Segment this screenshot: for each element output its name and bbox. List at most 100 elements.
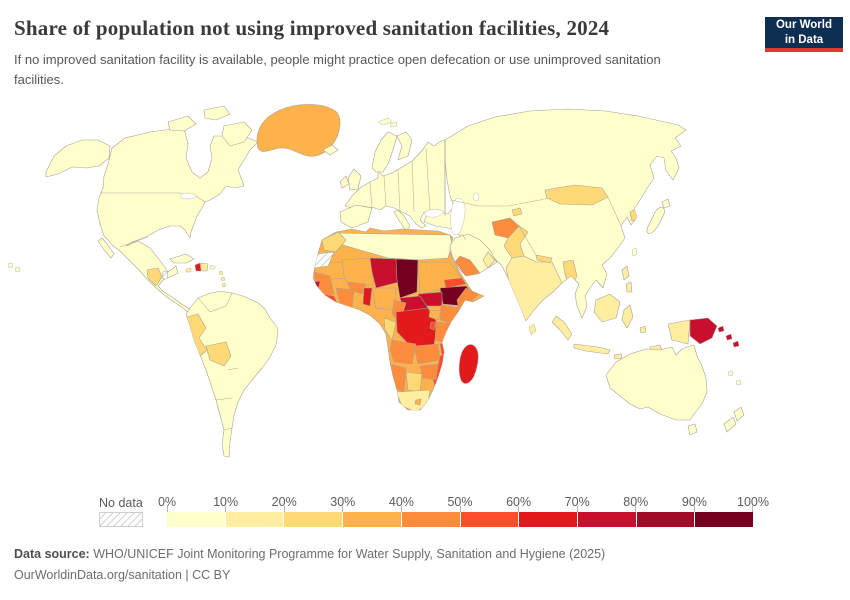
legend-tick-2: 20% <box>271 495 297 509</box>
legend-bin-2[interactable] <box>284 512 344 527</box>
country-finland[interactable] <box>396 131 413 161</box>
country-zambia[interactable] <box>413 343 441 365</box>
country-guatemala[interactable] <box>146 267 163 287</box>
no-data-swatch[interactable] <box>99 512 143 527</box>
country-philippines[interactable] <box>621 265 633 293</box>
legend-bin-5[interactable] <box>460 512 520 527</box>
country-nigeria[interactable] <box>371 287 397 311</box>
country-zimbabwe[interactable] <box>419 363 439 381</box>
country-tanzania[interactable] <box>434 321 455 345</box>
country-guinea-bissau[interactable] <box>313 280 321 288</box>
caspian-sea <box>450 198 466 235</box>
legend-tick-5: 50% <box>447 495 473 509</box>
country-uk[interactable] <box>347 168 362 191</box>
legend-tickmark <box>167 506 168 512</box>
country-south-africa[interactable] <box>395 389 431 412</box>
data-source-label: Data source: <box>14 547 90 561</box>
map-landmasses <box>7 104 745 458</box>
legend-tickmark <box>752 506 753 512</box>
country-burkina-faso[interactable] <box>347 281 367 295</box>
country-rwanda-burundi[interactable] <box>429 321 437 331</box>
country-togo-benin[interactable] <box>362 287 373 307</box>
country-chad[interactable] <box>395 258 419 299</box>
legend-bin-7[interactable] <box>577 512 637 527</box>
country-oman[interactable] <box>482 251 496 269</box>
country-papua-new-guinea[interactable] <box>689 317 718 345</box>
country-dominican-republic[interactable] <box>200 262 209 272</box>
country-india[interactable] <box>505 255 563 321</box>
country-morocco[interactable] <box>321 231 347 253</box>
arctic-islands[interactable] <box>167 105 253 147</box>
page-subtitle: If no improved sanitation facility is av… <box>14 52 661 87</box>
country-belize[interactable] <box>161 270 169 281</box>
country-ireland[interactable] <box>339 175 350 189</box>
country-jamaica[interactable] <box>185 267 192 273</box>
country-namibia[interactable] <box>389 363 407 393</box>
country-nepal[interactable] <box>535 254 553 264</box>
legend-color-scale[interactable] <box>167 512 754 527</box>
lesser-antilles[interactable] <box>218 270 227 288</box>
country-puerto-rico[interactable] <box>209 265 216 270</box>
legend-tick-9: 90% <box>681 495 707 509</box>
country-borders <box>100 140 622 431</box>
country-iberia[interactable] <box>339 204 373 229</box>
no-data-label: No data <box>99 496 143 510</box>
country-south-america[interactable] <box>185 290 279 458</box>
legend-tick-10: 100% <box>737 495 769 509</box>
solomon-islands[interactable] <box>717 325 740 348</box>
owid-logo-line1: Our World <box>775 19 832 32</box>
country-botswana[interactable] <box>405 371 423 393</box>
owid-logo-line2: in Data <box>784 33 824 46</box>
legend-bin-4[interactable] <box>401 512 461 527</box>
hawaii-islands[interactable] <box>7 262 21 273</box>
legend-tickmark <box>284 506 285 512</box>
country-cuba[interactable] <box>169 253 195 264</box>
legend-bin-1[interactable] <box>225 512 285 527</box>
legend-bin-3[interactable] <box>343 512 402 527</box>
legend-bin-9[interactable] <box>695 512 754 527</box>
legend-bin-6[interactable] <box>519 512 578 527</box>
country-iceland[interactable] <box>322 144 339 156</box>
legend-bin-8[interactable] <box>636 512 696 527</box>
country-pakistan[interactable] <box>503 225 529 259</box>
country-haiti[interactable] <box>194 262 202 272</box>
region-scandinavia[interactable] <box>371 131 398 173</box>
country-bolivia[interactable] <box>205 341 232 367</box>
country-australia[interactable] <box>605 344 708 436</box>
country-eritrea[interactable] <box>443 277 467 289</box>
country-niger[interactable] <box>369 257 400 289</box>
country-sri-lanka[interactable] <box>528 323 537 336</box>
svalbard-islands[interactable] <box>377 117 398 128</box>
data-source-text: WHO/UNICEF Joint Monitoring Programme fo… <box>89 547 606 561</box>
inland-seas <box>179 192 480 235</box>
country-japan[interactable] <box>646 198 671 234</box>
country-new-zealand[interactable] <box>723 406 745 433</box>
country-alaska[interactable] <box>45 139 111 178</box>
legend-tick-4: 40% <box>388 495 414 509</box>
legend-tickmark <box>342 506 343 512</box>
legend-bin-0[interactable] <box>167 512 226 527</box>
country-uganda[interactable] <box>428 309 442 321</box>
country-west-new-guinea[interactable] <box>667 319 691 345</box>
license-line[interactable]: OurWorldinData.org/sanitation | CC BY <box>14 567 231 582</box>
pacific-islands[interactable] <box>727 370 742 386</box>
legend-tick-1: 10% <box>213 495 239 509</box>
country-lesotho[interactable] <box>414 398 422 406</box>
legend-tickmark <box>694 506 695 512</box>
country-baja[interactable] <box>97 237 115 259</box>
country-kenya[interactable] <box>439 304 461 325</box>
country-taiwan[interactable] <box>631 247 638 257</box>
legend-tickmark <box>635 506 636 512</box>
owid-logo[interactable]: Our World in Data <box>765 17 843 52</box>
country-north-america[interactable] <box>96 127 259 313</box>
country-tajikistan[interactable] <box>511 207 523 217</box>
country-mongolia[interactable] <box>544 184 609 206</box>
country-yemen[interactable] <box>454 255 481 276</box>
country-north-africa[interactable] <box>333 232 453 261</box>
country-angola[interactable] <box>389 339 417 365</box>
country-madagascar[interactable] <box>458 344 479 384</box>
country-greenland[interactable] <box>256 104 341 157</box>
country-cote-divoire-ghana[interactable] <box>335 287 355 309</box>
chart-footer: Data source: WHO/UNICEF Joint Monitoring… <box>14 544 605 585</box>
